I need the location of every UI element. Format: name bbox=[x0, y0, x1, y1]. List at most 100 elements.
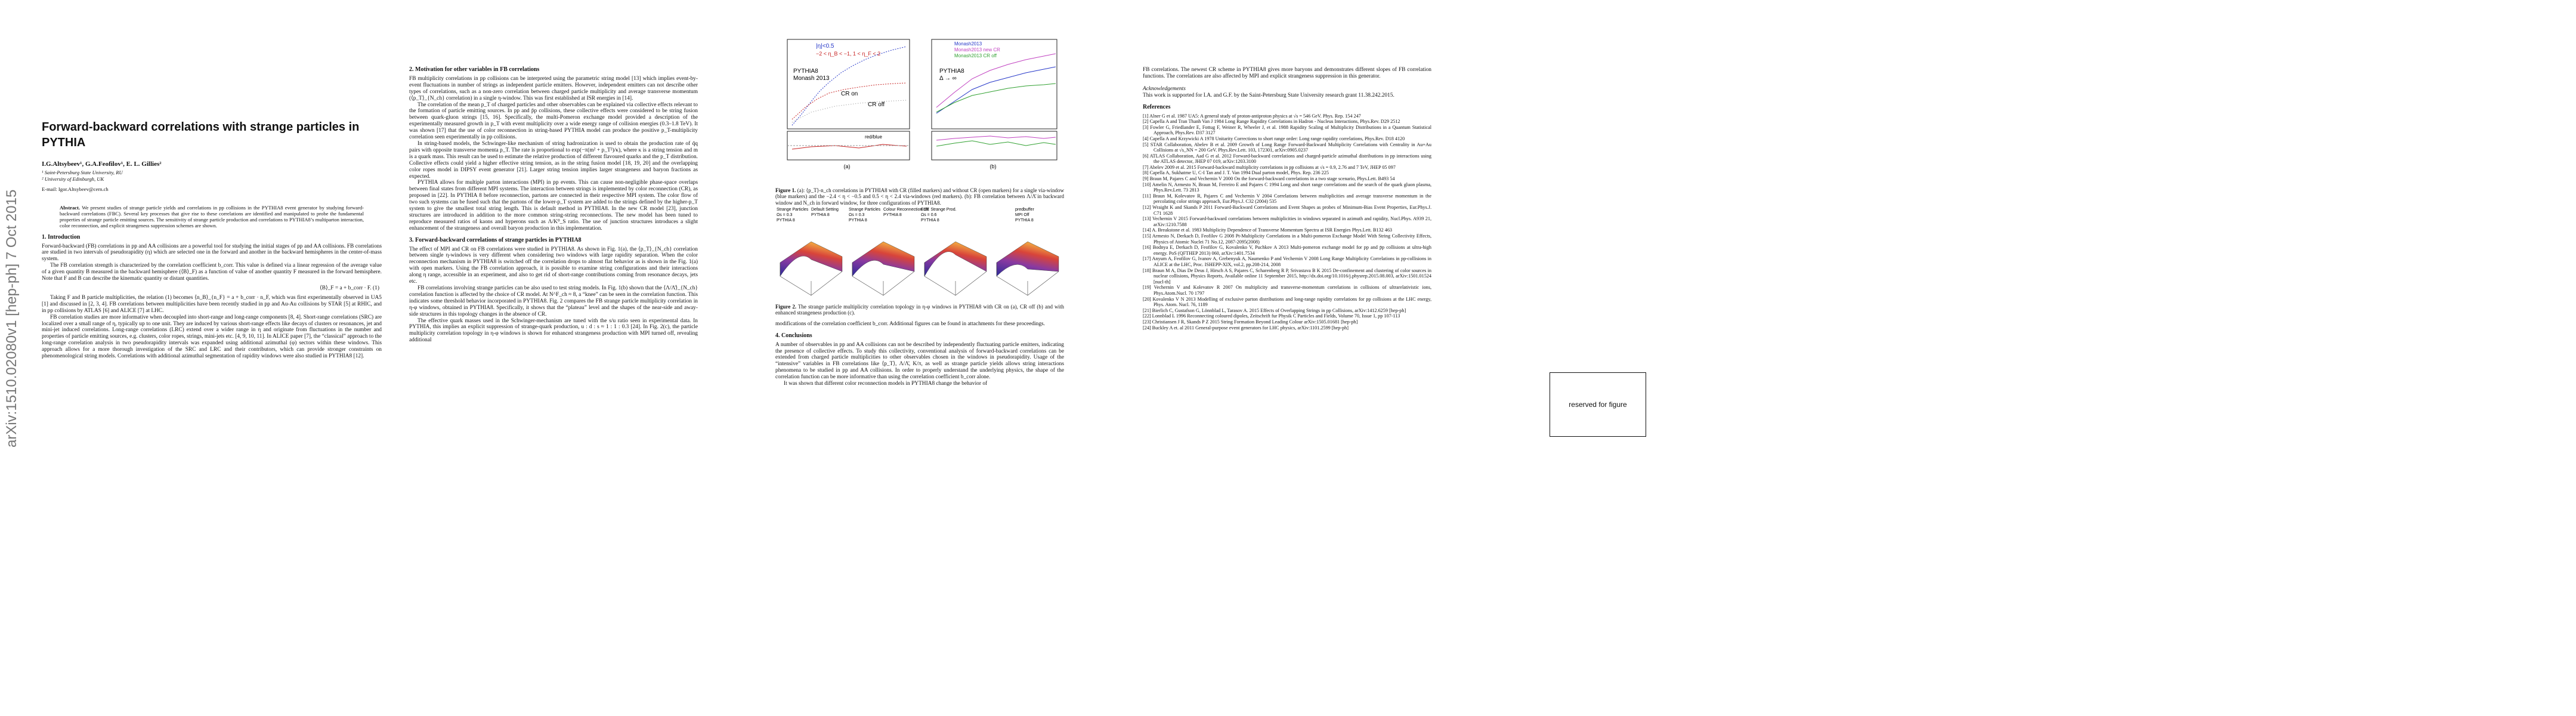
panel-b: Monash2013 Monash2013 new CR Monash2013 … bbox=[931, 39, 1057, 169]
page-one: Forward-backward correlations with stran… bbox=[42, 119, 382, 360]
surface-base bbox=[996, 263, 1059, 296]
paragraph: A number of observables in pp and AA col… bbox=[775, 341, 1064, 381]
page-four: FB correlations. The newest CR scheme in… bbox=[1143, 67, 1431, 331]
caption-label: Figure 2. bbox=[775, 304, 797, 310]
panel-label: PYTHIA 8 bbox=[811, 213, 830, 217]
curve bbox=[791, 82, 907, 120]
sublabel: (b) bbox=[990, 163, 997, 169]
authors: I.G.Altsybeev¹, G.A.Feofilov¹, E. L. Gil… bbox=[42, 161, 162, 168]
reference: [20] Kovalenko V N 2013 Modelling of exc… bbox=[1143, 296, 1431, 308]
reference: [2] Capella A and Tran Thanh Van J 1984 … bbox=[1143, 119, 1400, 125]
plot-label: CR on bbox=[841, 91, 858, 97]
paragraph: The FB correlation strength is character… bbox=[42, 263, 382, 282]
panel-label: Default Setting bbox=[811, 208, 839, 212]
reference: [14] A. Breakstone et al. 1983 Multiplic… bbox=[1143, 227, 1393, 233]
paragraph: FB correlations. The newest CR scheme in… bbox=[1143, 67, 1431, 79]
paragraph: Taking F and B particle multiplicities, … bbox=[42, 294, 382, 314]
curve bbox=[791, 144, 907, 150]
paragraph: ⟨B⟩_F = a + b_corr · F. (1) bbox=[320, 285, 379, 291]
section-body: A number of observables in pp and AA col… bbox=[775, 342, 1064, 387]
panel-label: Strange Particles bbox=[777, 208, 809, 212]
arxiv-stamp: arXiv:1510.02080v1 [hep-ph] 7 Oct 2015 bbox=[4, 189, 20, 448]
plot-label: PYTHIA8 bbox=[939, 68, 964, 75]
curve bbox=[936, 53, 1056, 108]
section-body: Forward-backward (FB) correlations in pp… bbox=[42, 243, 382, 360]
reference: [22] Lonnblad L 1996 Reconnecting colour… bbox=[1143, 313, 1400, 319]
legend-text: −2 < η_B < −1, 1 < η_F < 2 bbox=[816, 51, 880, 57]
section-heading: 4. Conclusions bbox=[775, 332, 812, 339]
surface bbox=[996, 241, 1059, 277]
panel-label: PYTHIA 8 bbox=[849, 218, 867, 223]
curve bbox=[936, 66, 1056, 114]
paper-title: Forward-backward correlations with stran… bbox=[42, 121, 360, 149]
curve bbox=[936, 140, 1056, 147]
surface-base bbox=[780, 263, 843, 296]
ratio-label: red/blue bbox=[865, 134, 882, 140]
panel-label: Ωs = 0.3 bbox=[849, 213, 865, 217]
panel-label: Ωs = 0.3 bbox=[777, 213, 793, 217]
reference: [7] Abelev 2009 et al. 2015 Forward-back… bbox=[1143, 164, 1396, 170]
caption-text: The strange particle multiplicity correl… bbox=[775, 304, 1064, 316]
reference: [15] Armesto N, Derkach D, Feofilov G 20… bbox=[1143, 233, 1431, 245]
curve bbox=[791, 46, 907, 126]
page-three: |η|<0.5 −2 < η_B < −1, 1 < η_F < 2 PYTHI… bbox=[775, 36, 1064, 387]
reference: [3] Fowler G, Friedlander E, Fottug F, W… bbox=[1143, 124, 1431, 136]
surface bbox=[924, 241, 987, 277]
sublabel: (a) bbox=[844, 163, 851, 169]
affiliation: ¹ Saint-Petersburg State University, RU bbox=[42, 169, 123, 175]
panel-a: |η|<0.5 −2 < η_B < −1, 1 < η_F < 2 PYTHI… bbox=[787, 39, 910, 169]
legend-text: Monash2013 bbox=[954, 41, 982, 47]
surface bbox=[780, 241, 843, 277]
panel-label: PYTHIA 8 bbox=[777, 218, 795, 223]
legend-text: Monash2013 new CR bbox=[954, 47, 1000, 53]
paragraph: The effect of MPI and CR on FB correlati… bbox=[409, 246, 698, 285]
reference: [4] Capella A and Krzywicki A 1978 Unita… bbox=[1143, 135, 1405, 141]
ratio-frame bbox=[931, 131, 1057, 161]
surface bbox=[852, 241, 915, 277]
plot-label: Monash 2013 bbox=[793, 75, 830, 82]
curve bbox=[936, 135, 1056, 141]
plot-frame bbox=[931, 39, 1057, 129]
surface-base bbox=[924, 263, 987, 296]
panel-label: Strange Particles bbox=[849, 208, 881, 212]
email: E-mail: Igor.Altsybeev@cern.ch bbox=[42, 186, 109, 192]
panel-label: PYTHIA 8 bbox=[1015, 218, 1034, 223]
figure-placeholder: reserved for figure bbox=[1550, 372, 1646, 437]
paragraph: Forward-backward (FB) correlations in pp… bbox=[42, 243, 382, 263]
reference-list: [1] Alner G et al. 1987 UA5: A general s… bbox=[1143, 113, 1431, 331]
reference: [8] Capella A, Sukhatme U, C-I Tan and J… bbox=[1143, 170, 1329, 176]
legend-text: Monash2013 CR off bbox=[954, 53, 997, 58]
plot-label: Δ → ∞ bbox=[939, 75, 957, 82]
reference: [5] STAR Collaboration, Abelev B et al. … bbox=[1143, 141, 1431, 153]
abstract-label: Abstract. bbox=[60, 204, 81, 211]
paragraph: The effective quark masses used in the S… bbox=[409, 317, 698, 344]
reference: [10] Amelin N, Armesto N, Braun M, Ferre… bbox=[1143, 181, 1431, 193]
reference: [13] Vechernin V 2015 Forward-backward c… bbox=[1143, 216, 1431, 227]
paragraph: In string-based models, the Schwinger-li… bbox=[409, 140, 698, 180]
paragraph: modifications of the correlation coeffic… bbox=[775, 320, 1046, 327]
caption-text: (a): ⟨p_T⟩-n_ch correlations in PYTHIA8 … bbox=[775, 187, 1064, 206]
abstract-text: We present studies of strange particle y… bbox=[60, 204, 364, 229]
paragraph: FB correlations involving strange partic… bbox=[409, 285, 698, 317]
affiliation: ² University of Edinburgh, UK bbox=[42, 175, 104, 182]
reference: [6] ATLAS Collaboration, Aad G et al. 20… bbox=[1143, 153, 1431, 165]
reference: [23] Christiansen J R, Skands P Z 2015 S… bbox=[1143, 319, 1358, 325]
panel-label: PYTHIA 8 bbox=[921, 218, 939, 223]
curve bbox=[936, 83, 1056, 113]
panel-label: PYTHIA 8 bbox=[883, 213, 902, 217]
paragraph: It was shown that different color reconn… bbox=[784, 381, 988, 387]
paragraph: FB correlation studies are more informat… bbox=[42, 314, 382, 360]
section-heading: 3. Forward-backward correlations of stra… bbox=[409, 236, 582, 243]
page-two: 2. Motivation for other variables in FB … bbox=[409, 66, 698, 344]
surface-base bbox=[852, 263, 915, 296]
reference: [21] Bierlich C, Gustafson G, Lönnblad L… bbox=[1143, 307, 1406, 313]
panel-label: Colour Reconnection Off bbox=[883, 208, 929, 212]
ack-text: This work is supported for I.A. and G.F.… bbox=[1143, 92, 1394, 98]
curve bbox=[791, 100, 907, 123]
panel-label: MPI Off bbox=[1015, 213, 1029, 217]
reference: [9] Braun M, Pajares C and Vechernin V 2… bbox=[1143, 176, 1395, 182]
reference: [17] Anyum A, Feofilov G, Ivanov A, Greb… bbox=[1143, 256, 1431, 267]
panel-label: Enh. Strange Prod. bbox=[921, 208, 957, 212]
section-heading: 1. Introduction bbox=[42, 233, 81, 240]
plot-frame bbox=[787, 39, 910, 129]
